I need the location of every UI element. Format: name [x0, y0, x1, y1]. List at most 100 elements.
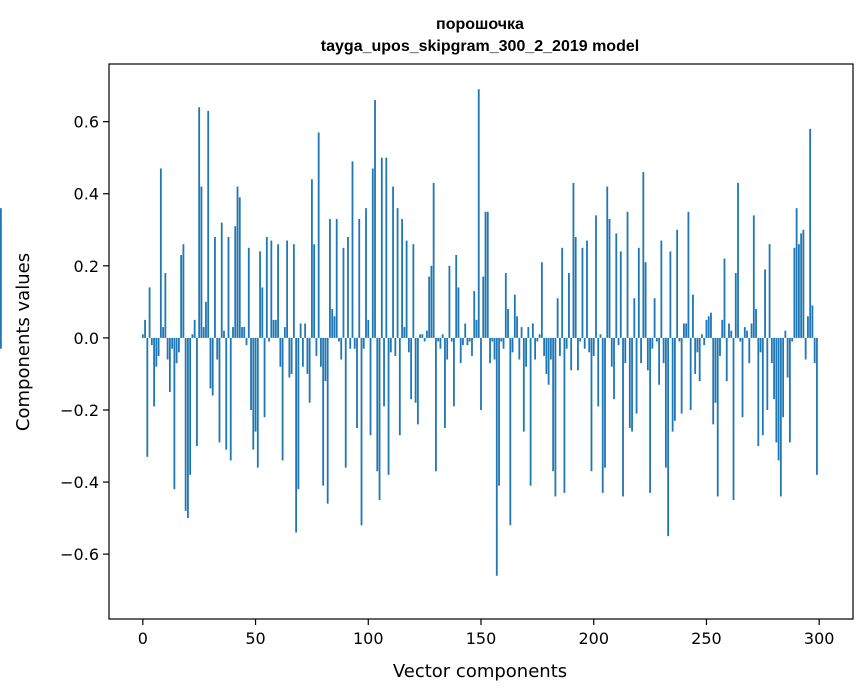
bar: [513, 294, 516, 338]
bar: [214, 236, 216, 338]
bar: [768, 244, 771, 338]
bar: [489, 337, 491, 364]
bar: [394, 337, 397, 356]
bar: [383, 337, 385, 407]
bar: [604, 337, 606, 468]
bar: [617, 337, 620, 346]
bar: [667, 337, 670, 537]
bar: [782, 337, 785, 418]
bar: [441, 334, 444, 338]
bar: [563, 337, 566, 493]
bar: [631, 337, 633, 432]
bar: [540, 262, 543, 338]
bar: [265, 236, 268, 338]
bar: [398, 337, 401, 436]
bar: [261, 287, 264, 338]
bar: [168, 337, 171, 392]
bar: [428, 276, 431, 338]
bar: [164, 273, 167, 338]
bar: [529, 337, 532, 486]
bar: [236, 186, 239, 338]
bar: [286, 240, 289, 338]
x-axis-label: Vector components: [393, 661, 567, 682]
bar: [538, 334, 541, 338]
bar: [247, 247, 250, 338]
bar: [245, 337, 248, 346]
bar: [189, 337, 192, 475]
bar: [577, 337, 579, 371]
bar: [220, 222, 223, 338]
bar: [525, 337, 527, 367]
bar: [464, 323, 467, 338]
bar: [229, 337, 232, 461]
bar: [559, 337, 561, 356]
bar: [786, 337, 789, 378]
bar: [157, 337, 160, 356]
bar: [531, 323, 534, 338]
bar: [554, 337, 557, 497]
bar: [797, 244, 800, 338]
bar: [193, 319, 196, 338]
bar: [502, 337, 505, 349]
bar: [308, 337, 311, 403]
bar: [304, 323, 307, 338]
bar: [757, 337, 760, 447]
bar: [619, 251, 622, 338]
bar: [536, 337, 539, 342]
bar: [673, 337, 676, 421]
bar: [680, 337, 683, 414]
bar: [565, 337, 568, 349]
bar: [425, 330, 428, 338]
y-tick-label: −0.4: [60, 473, 99, 492]
bar: [333, 316, 336, 338]
bar: [410, 337, 413, 400]
bar: [227, 236, 230, 338]
bar: [748, 337, 751, 364]
bar: [608, 218, 611, 338]
bar: [225, 337, 228, 450]
bar: [615, 233, 618, 338]
bar: [272, 319, 275, 338]
y-axis-ticks: −0.6 −0.4 −0.2 0.0 0.2 0.4 0.6: [60, 113, 109, 564]
bar: [297, 337, 300, 490]
bar: [466, 337, 469, 346]
bar: [211, 337, 214, 396]
bar: [389, 337, 392, 353]
bar: [207, 110, 210, 338]
bar: [459, 337, 462, 364]
bar: [579, 337, 582, 342]
bar: [462, 337, 464, 346]
bar: [556, 298, 559, 338]
bar: [534, 337, 537, 360]
bar: [340, 337, 343, 360]
bar: [552, 337, 555, 472]
bar: [637, 247, 640, 338]
bar: [324, 337, 327, 382]
bar: [624, 337, 627, 364]
bar: [187, 337, 189, 519]
bar-series: [0, 89, 818, 576]
bar: [301, 337, 304, 367]
chart-title-line1: порошочка: [436, 16, 524, 33]
bar: [635, 337, 638, 414]
bar: [218, 337, 221, 443]
bar: [256, 337, 259, 468]
bar: [590, 337, 593, 472]
bar: [484, 211, 487, 338]
bar: [405, 240, 408, 338]
bar: [516, 316, 518, 338]
bar: [816, 337, 818, 475]
bar: [504, 273, 507, 338]
bar: [574, 236, 577, 338]
y-tick-label: 0.2: [74, 257, 99, 276]
bar: [480, 337, 482, 410]
bar: [518, 337, 521, 360]
bar: [159, 168, 162, 338]
bar: [622, 337, 624, 497]
bar: [299, 323, 302, 338]
bar: [543, 337, 546, 356]
bar: [288, 337, 291, 378]
x-tick-label: 50: [245, 629, 265, 648]
bar: [791, 337, 794, 342]
bar: [739, 337, 742, 342]
